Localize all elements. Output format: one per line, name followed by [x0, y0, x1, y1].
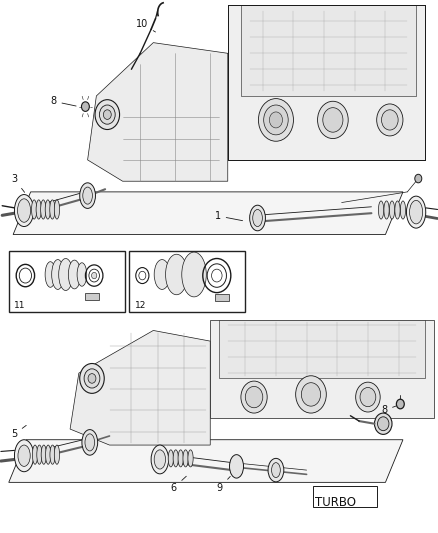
- Ellipse shape: [154, 450, 166, 469]
- Ellipse shape: [50, 445, 55, 464]
- Ellipse shape: [46, 445, 51, 464]
- Ellipse shape: [230, 455, 244, 478]
- Circle shape: [318, 101, 348, 139]
- Ellipse shape: [41, 445, 46, 464]
- Bar: [9, 251, 125, 312]
- Circle shape: [396, 399, 404, 409]
- Polygon shape: [241, 5, 416, 96]
- Circle shape: [323, 108, 343, 132]
- Polygon shape: [228, 5, 425, 160]
- Ellipse shape: [54, 445, 60, 464]
- Ellipse shape: [400, 201, 406, 219]
- Circle shape: [415, 174, 422, 183]
- Polygon shape: [70, 330, 210, 445]
- Bar: [215, 294, 229, 301]
- Text: 1: 1: [215, 211, 243, 221]
- Circle shape: [84, 369, 100, 388]
- Text: 11: 11: [14, 301, 25, 310]
- Ellipse shape: [68, 260, 81, 289]
- Text: TURBO: TURBO: [315, 496, 357, 508]
- Polygon shape: [88, 43, 228, 181]
- Circle shape: [99, 105, 115, 124]
- Circle shape: [81, 102, 89, 111]
- Ellipse shape: [182, 252, 206, 297]
- Ellipse shape: [45, 200, 50, 219]
- Ellipse shape: [406, 196, 426, 228]
- Circle shape: [269, 112, 283, 128]
- Text: 5: 5: [11, 425, 26, 439]
- Circle shape: [374, 413, 392, 434]
- Ellipse shape: [253, 209, 262, 227]
- Ellipse shape: [45, 262, 56, 287]
- Circle shape: [377, 104, 403, 136]
- Ellipse shape: [154, 260, 170, 289]
- Ellipse shape: [178, 450, 183, 467]
- Ellipse shape: [32, 445, 38, 464]
- Ellipse shape: [36, 200, 41, 219]
- Ellipse shape: [80, 183, 95, 208]
- Polygon shape: [210, 320, 434, 418]
- Ellipse shape: [37, 445, 42, 464]
- Ellipse shape: [77, 263, 87, 286]
- Circle shape: [80, 364, 104, 393]
- Ellipse shape: [83, 187, 92, 204]
- Circle shape: [95, 100, 120, 130]
- Circle shape: [360, 387, 376, 407]
- Text: 6: 6: [171, 477, 186, 492]
- Ellipse shape: [389, 201, 395, 219]
- Bar: [129, 251, 245, 312]
- Ellipse shape: [384, 201, 389, 219]
- Circle shape: [264, 105, 288, 135]
- Polygon shape: [9, 440, 403, 482]
- Ellipse shape: [14, 440, 34, 472]
- Text: 8: 8: [381, 406, 396, 415]
- Bar: [313, 486, 377, 507]
- Text: 8: 8: [50, 96, 76, 106]
- Text: 3: 3: [11, 174, 25, 192]
- Ellipse shape: [14, 195, 34, 227]
- Text: 9: 9: [217, 477, 230, 492]
- Ellipse shape: [166, 254, 187, 295]
- Ellipse shape: [268, 458, 284, 482]
- Ellipse shape: [378, 201, 384, 219]
- Circle shape: [381, 110, 398, 130]
- Ellipse shape: [18, 199, 31, 222]
- Ellipse shape: [41, 200, 46, 219]
- Circle shape: [296, 376, 326, 413]
- Text: 12: 12: [134, 301, 146, 310]
- Ellipse shape: [188, 450, 193, 467]
- Polygon shape: [13, 192, 403, 235]
- Ellipse shape: [395, 201, 400, 219]
- Circle shape: [356, 382, 380, 412]
- Ellipse shape: [173, 450, 178, 467]
- Ellipse shape: [18, 445, 30, 466]
- Circle shape: [245, 386, 263, 408]
- Bar: [85, 293, 99, 300]
- Ellipse shape: [50, 200, 55, 219]
- Circle shape: [103, 110, 111, 119]
- Ellipse shape: [272, 463, 280, 478]
- Circle shape: [88, 374, 96, 383]
- Circle shape: [258, 99, 293, 141]
- Polygon shape: [219, 320, 425, 378]
- Ellipse shape: [82, 430, 98, 455]
- Ellipse shape: [54, 200, 60, 219]
- Ellipse shape: [250, 205, 265, 231]
- Ellipse shape: [32, 200, 37, 219]
- Ellipse shape: [85, 434, 95, 451]
- Ellipse shape: [151, 445, 169, 474]
- Circle shape: [301, 383, 321, 406]
- Circle shape: [92, 272, 97, 279]
- Ellipse shape: [410, 200, 423, 224]
- Ellipse shape: [52, 260, 64, 289]
- Ellipse shape: [168, 450, 173, 467]
- Circle shape: [241, 381, 267, 413]
- Text: 10: 10: [136, 19, 155, 32]
- Ellipse shape: [183, 450, 188, 467]
- Ellipse shape: [59, 259, 73, 290]
- Circle shape: [378, 417, 389, 431]
